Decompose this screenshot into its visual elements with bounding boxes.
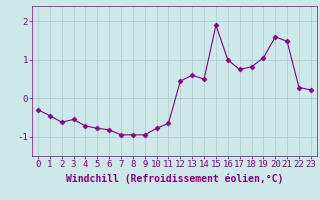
X-axis label: Windchill (Refroidissement éolien,°C): Windchill (Refroidissement éolien,°C) <box>66 173 283 184</box>
